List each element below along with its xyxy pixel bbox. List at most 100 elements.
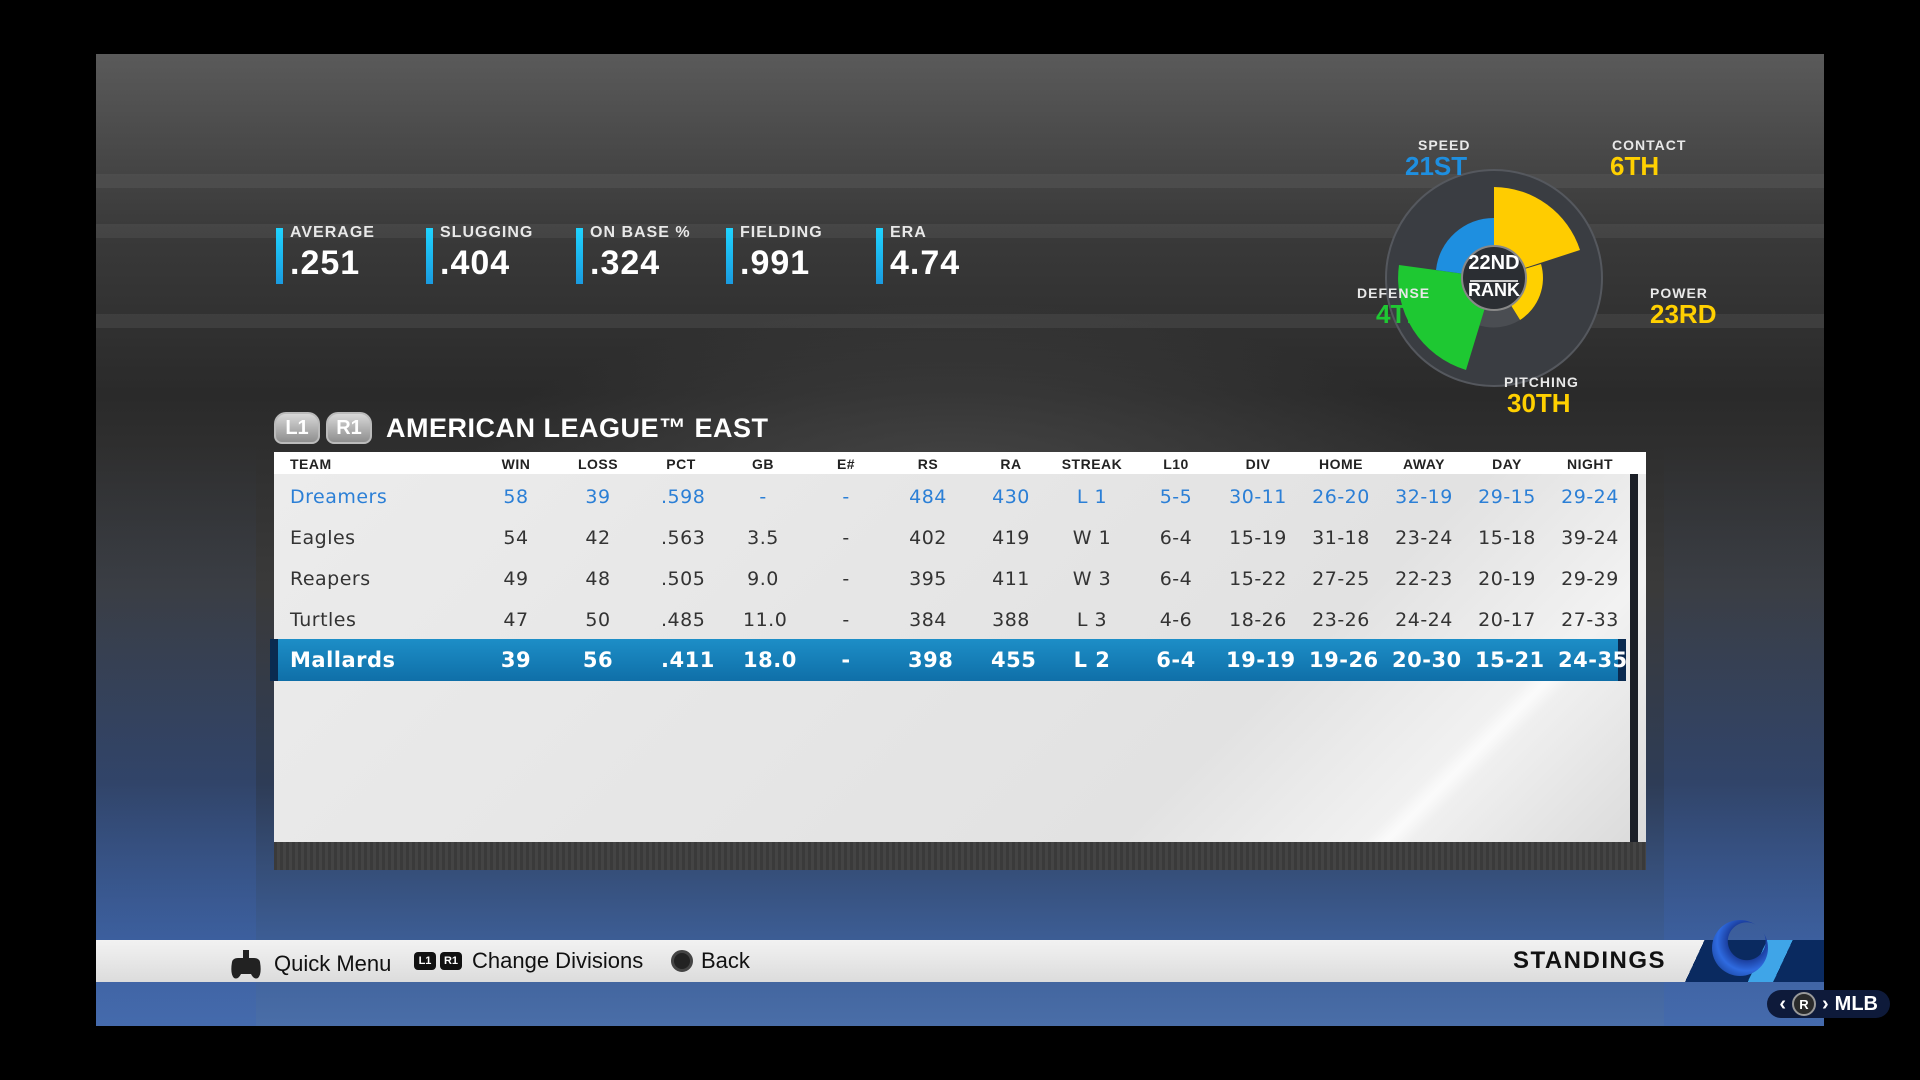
cell-home: 23-26 [1312, 609, 1370, 631]
cell-streak: W 1 [1072, 527, 1112, 549]
cell-team: Eagles [290, 527, 356, 549]
col-pct: PCT [666, 456, 696, 472]
cell-pct: .563 [661, 527, 706, 549]
stadium-stands [96, 314, 1824, 328]
stat-label: AVERAGE [290, 224, 375, 241]
cell-away: 32-19 [1395, 486, 1453, 508]
col-streak: STREAK [1061, 456, 1123, 472]
r1-icon: R1 [440, 952, 462, 970]
background-tint [1664, 54, 1824, 1026]
cell-day: 20-17 [1478, 609, 1536, 631]
stat-value: .991 [740, 244, 811, 282]
stadium-stands [96, 224, 1824, 238]
col-div: DIV [1245, 456, 1271, 472]
cell-streak: L 1 [1076, 486, 1108, 508]
cell-gb: 3.5 [747, 527, 779, 549]
power-rank: 23RD [1650, 299, 1717, 329]
cell-day: 15-21 [1475, 648, 1545, 672]
quick-menu-hint[interactable]: Quick Menu [226, 948, 391, 980]
col-loss: LOSS [577, 456, 619, 472]
change-divisions-hint[interactable]: L1 R1 Change Divisions [414, 948, 643, 974]
cell-team: Reapers [290, 568, 371, 590]
table-row[interactable]: Reapers 49 48 .505 9.0 - 395 411 W 3 6-4 15-22 27-2… [274, 558, 1630, 598]
cell-win: 47 [503, 609, 529, 631]
cell-rs: 395 [909, 568, 947, 590]
l1-button[interactable]: L1 [274, 412, 320, 444]
cell-home: 26-20 [1312, 486, 1370, 508]
col-e-number: E# [836, 456, 856, 472]
table-row[interactable]: Mallards 39 56 .411 18.0 - 398 455 L 2 6-4 19-19 19… [270, 639, 1628, 681]
team-logo-icon [1712, 920, 1768, 976]
rank-wheel [1385, 169, 1603, 387]
cell-night: 29-29 [1561, 568, 1619, 590]
stat-value: .404 [440, 244, 511, 282]
cell-team: Turtles [290, 609, 357, 631]
pitching-label: PITCHING [1504, 374, 1579, 390]
cell-l10: 6-4 [1159, 568, 1193, 590]
division-header: L1 R1 AMERICAN LEAGUE™ EAST [274, 410, 769, 446]
col-night: NIGHT [1566, 456, 1614, 472]
r1-button[interactable]: R1 [326, 412, 372, 444]
cell-win: 39 [500, 648, 532, 672]
cell-pct: .505 [661, 568, 706, 590]
col-gb: GB [752, 456, 774, 472]
table-scrollbar[interactable] [1630, 474, 1638, 842]
cell-gb: 11.0 [743, 609, 788, 631]
cell-loss: 48 [585, 568, 611, 590]
stat-average: AVERAGE .251 [276, 224, 375, 286]
stat-accent-bar [426, 228, 433, 284]
speed-rank: 21ST [1405, 151, 1468, 181]
speed-label: SPEED [1418, 137, 1471, 153]
col-ra: RA [1000, 456, 1022, 472]
cell-team: Dreamers [290, 486, 388, 508]
change-divisions-label: Change Divisions [472, 948, 644, 973]
table-row[interactable]: Turtles 47 50 .485 11.0 - 384 388 L 3 4-6 18-26 23-… [274, 599, 1630, 639]
mlb-label: MLB [1834, 992, 1878, 1015]
cell-win: 58 [503, 486, 529, 508]
mlb-nav-button[interactable]: ‹ R › MLB [1767, 990, 1890, 1018]
cell-e-number: - [842, 568, 850, 590]
cell-pct: .411 [661, 648, 715, 672]
back-hint[interactable]: Back [671, 948, 750, 974]
chevron-left-icon: ‹ [1779, 992, 1786, 1015]
stat-accent-bar [576, 228, 583, 284]
stat-era: ERA 4.74 [876, 224, 960, 286]
cell-gb: 9.0 [747, 568, 779, 590]
cell-night: 24-35 [1558, 648, 1628, 672]
controller-icon [231, 950, 261, 979]
col-l10: L10 [1163, 456, 1189, 472]
stat-label: SLUGGING [440, 224, 534, 241]
cell-day: 29-15 [1478, 486, 1536, 508]
stat-value: 4.74 [890, 244, 961, 282]
cell-div: 30-11 [1229, 486, 1287, 508]
cell-win: 49 [503, 568, 529, 590]
col-away: AWAY [1403, 456, 1445, 472]
cell-e-number: - [842, 486, 850, 508]
back-label: Back [701, 948, 750, 973]
power-label: POWER [1650, 285, 1708, 301]
cell-e-number: - [841, 648, 851, 672]
cell-away: 22-23 [1395, 568, 1453, 590]
cell-ra: 388 [992, 609, 1030, 631]
stat-value: .324 [590, 244, 661, 282]
stat-accent-bar [276, 228, 283, 284]
cell-ra: 411 [992, 568, 1030, 590]
cell-div: 15-19 [1229, 527, 1287, 549]
center-rank-label: RANK [1468, 280, 1520, 300]
cell-loss: 39 [585, 486, 611, 508]
col-home: HOME [1319, 456, 1363, 472]
cell-gb: 18.0 [743, 648, 797, 672]
stat-on-base: ON BASE % .324 [576, 224, 691, 286]
cell-rs: 402 [909, 527, 947, 549]
col-win: WIN [501, 456, 531, 472]
cell-home: 27-25 [1312, 568, 1370, 590]
stat-label: ON BASE % [590, 224, 691, 241]
table-row[interactable]: Eagles 54 42 .563 3.5 - 402 419 W 1 6-4 15-19 31-18… [274, 517, 1630, 557]
stat-label: ERA [890, 224, 927, 241]
cell-ra: 430 [992, 486, 1030, 508]
table-footer [274, 842, 1646, 870]
table-row[interactable]: Dreamers 58 39 .598 - - 484 430 L 1 5-5 30-11 26-20… [274, 476, 1630, 516]
cell-night: 39-24 [1561, 527, 1619, 549]
cell-team: Mallards [290, 648, 396, 672]
table-header: TEAM WIN LOSS PCT GB E# RS RA STREAK L10… [274, 452, 1646, 474]
